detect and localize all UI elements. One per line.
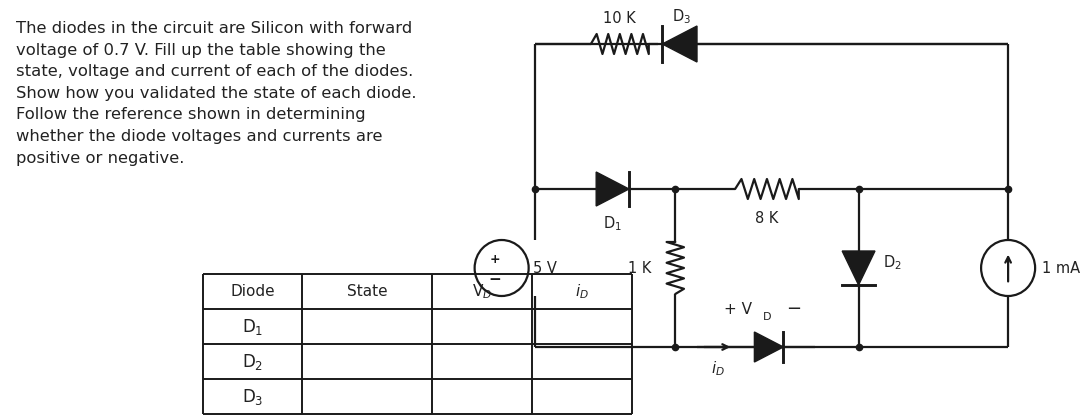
Text: V$_D$: V$_D$ (472, 282, 492, 301)
Text: The diodes in the circuit are Silicon with forward
voltage of 0.7 V. Fill up the: The diodes in the circuit are Silicon wi… (15, 21, 416, 166)
Text: D$_3$: D$_3$ (242, 386, 264, 406)
Text: 1 mA: 1 mA (1042, 261, 1080, 276)
Text: State: State (347, 284, 388, 299)
Text: +: + (489, 253, 500, 266)
Text: Diode: Diode (230, 284, 274, 299)
Polygon shape (596, 172, 629, 206)
Text: −: − (488, 272, 501, 287)
Text: D: D (764, 312, 771, 322)
Text: 10 K: 10 K (604, 11, 636, 26)
Polygon shape (662, 26, 697, 62)
Text: D$_2$: D$_2$ (882, 253, 902, 272)
Text: i$_D$: i$_D$ (711, 360, 725, 378)
Text: D$_1$: D$_1$ (242, 316, 264, 336)
Text: D$_1$: D$_1$ (603, 214, 622, 233)
Text: 8 K: 8 K (755, 211, 779, 226)
Text: −: − (786, 300, 801, 318)
Text: i$_D$: i$_D$ (575, 282, 589, 301)
Text: D$_3$: D$_3$ (672, 7, 691, 26)
Polygon shape (842, 251, 875, 285)
Text: D$_2$: D$_2$ (242, 352, 264, 372)
Text: 5 V: 5 V (534, 261, 557, 276)
Polygon shape (755, 332, 783, 362)
Text: + V: + V (724, 302, 752, 316)
Text: 1 K: 1 K (627, 261, 651, 276)
